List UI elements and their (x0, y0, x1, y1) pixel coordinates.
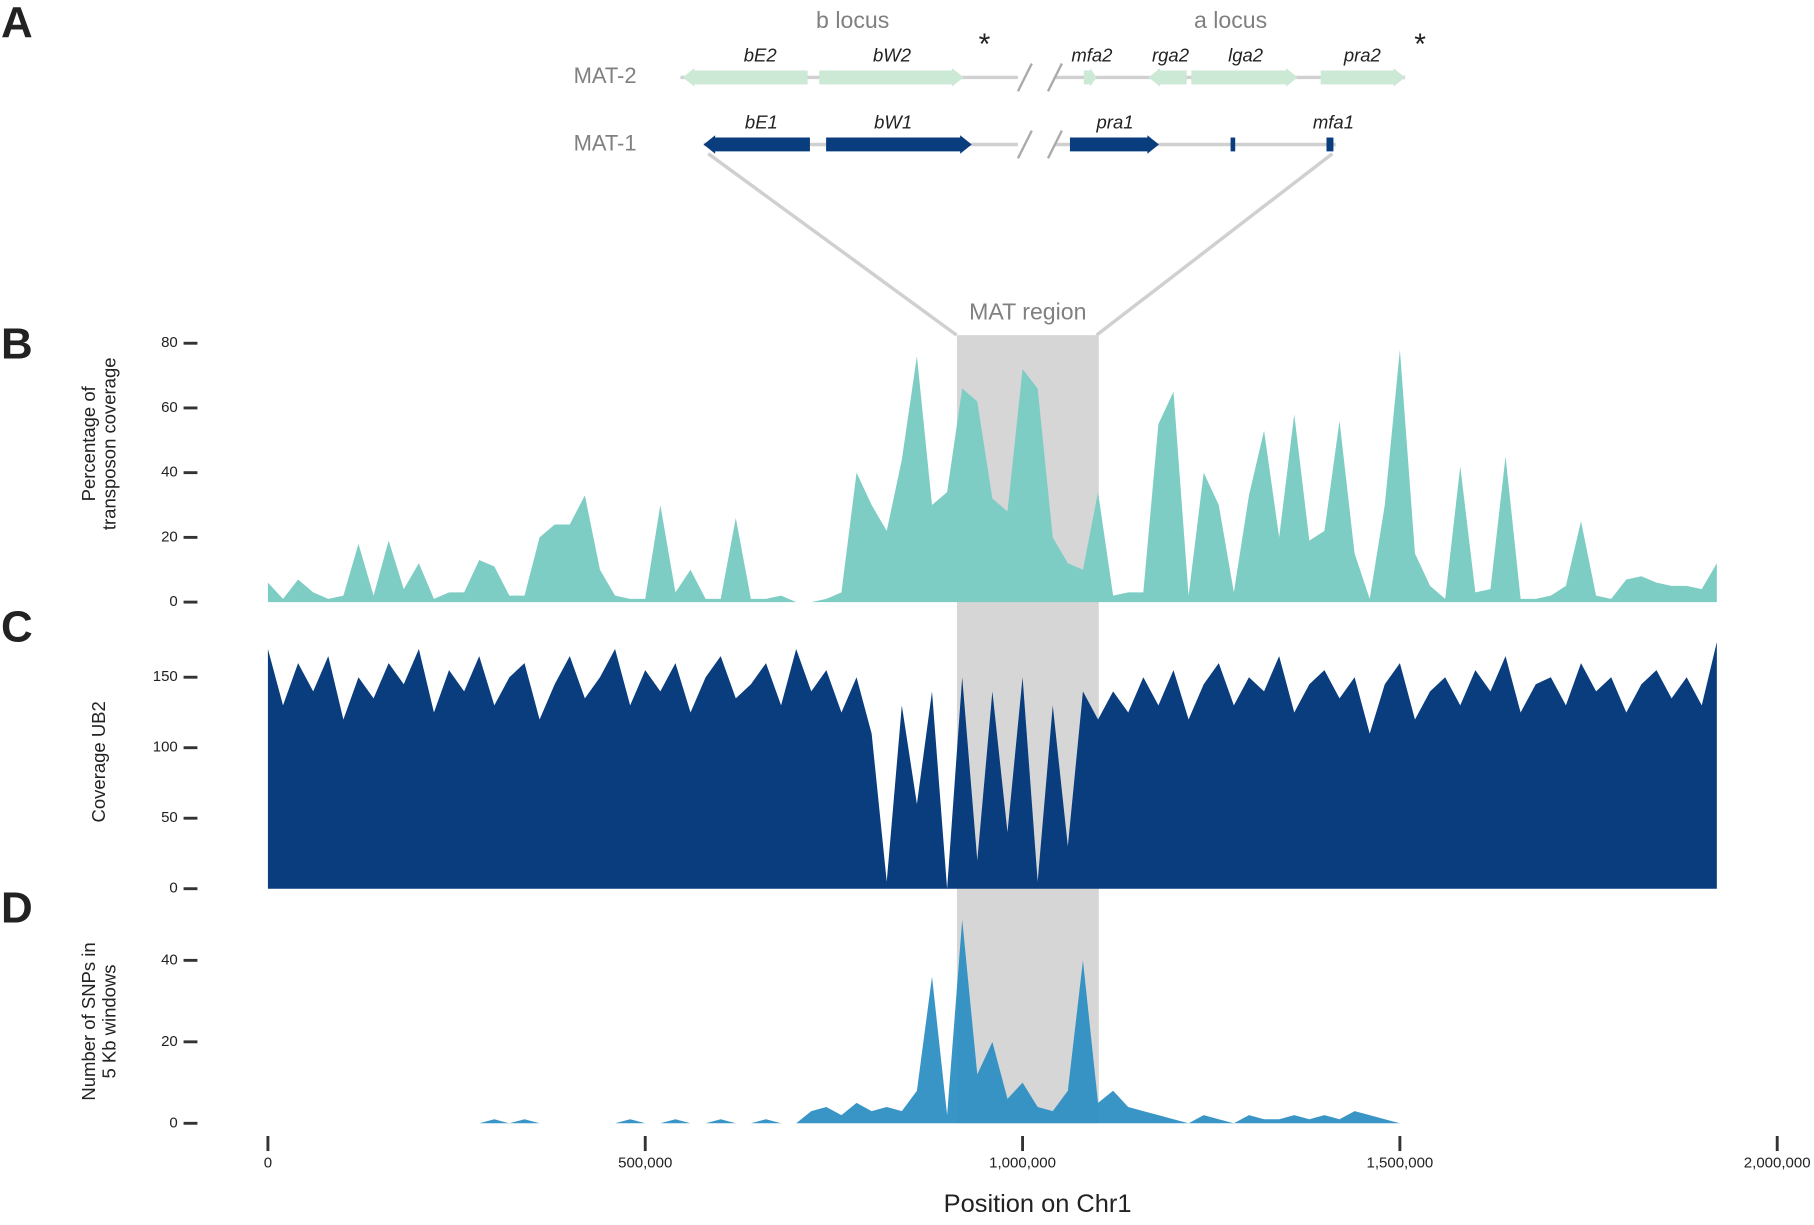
x-tick-label: 500,000 (618, 1155, 672, 1172)
gene-label: pra2 (1343, 45, 1382, 66)
zoom-line (707, 152, 958, 337)
gene-label: bW1 (874, 112, 912, 133)
gene (1083, 68, 1097, 87)
panel-label: A (1, 0, 33, 47)
locus-label: b locus (816, 7, 889, 33)
y-tick-label: 100 (153, 739, 178, 756)
break (1016, 130, 1033, 159)
zoom-line (1095, 152, 1334, 337)
y-tick-label: 0 (169, 593, 177, 610)
x-tick-label: 1,500,000 (1366, 1155, 1433, 1172)
break (1046, 130, 1063, 159)
asterisk: * (979, 28, 991, 61)
gene (1326, 137, 1334, 152)
y-axis-label: transposon coverage (99, 357, 120, 530)
x-tick-label: 2,000,000 (1744, 1155, 1811, 1172)
y-tick-label: 20 (161, 528, 178, 545)
y-tick-label: 0 (169, 1114, 177, 1131)
gene-label: rga2 (1152, 45, 1190, 66)
x-axis-label: Position on Chr1 (944, 1190, 1132, 1218)
y-tick-label: 0 (169, 880, 177, 897)
track-name: MAT-1 (574, 130, 637, 155)
y-tick-label: 40 (161, 464, 178, 481)
panel-label: B (1, 319, 33, 368)
area (267, 641, 1717, 889)
gene-label: mfa1 (1313, 112, 1354, 133)
y-tick-label: 50 (161, 809, 178, 826)
break (1016, 63, 1033, 92)
y-tick-label: 40 (161, 951, 178, 968)
gene (1230, 137, 1236, 152)
gene (682, 68, 808, 87)
gene-label: bE2 (744, 45, 778, 66)
y-tick-label: 20 (161, 1033, 178, 1050)
y-tick-label: 60 (161, 399, 178, 416)
x-tick-label: 1,000,000 (989, 1155, 1056, 1172)
gene-label: pra1 (1096, 112, 1134, 133)
gene-label: mfa2 (1071, 45, 1113, 66)
mat-region-label: MAT region (969, 298, 1086, 324)
break (1046, 63, 1063, 92)
panel-label: C (1, 602, 33, 651)
locus-label: a locus (1194, 7, 1267, 33)
y-axis-label: 5 Kb windows (99, 964, 120, 1078)
gene-label: bE1 (745, 112, 778, 133)
gene (1191, 68, 1298, 87)
area (267, 919, 1717, 1124)
gene (703, 135, 810, 154)
gene (1069, 135, 1159, 154)
x-tick-label: 0 (264, 1155, 272, 1172)
gene (826, 135, 972, 154)
gene (1148, 68, 1187, 87)
y-axis-label: Number of SNPs in (78, 942, 99, 1100)
gene (1320, 68, 1406, 87)
y-axis-label: Coverage UB2 (88, 701, 109, 822)
gene-label: bW2 (873, 45, 912, 66)
y-tick-label: 150 (153, 668, 178, 685)
y-axis-label: Percentage of (78, 385, 99, 501)
gene (819, 68, 964, 87)
track-name: MAT-2 (574, 63, 637, 88)
y-tick-label: 80 (161, 334, 178, 351)
asterisk: * (1414, 28, 1426, 61)
gene-label: lga2 (1228, 45, 1264, 66)
area (267, 349, 1717, 603)
panel-label: D (1, 883, 33, 932)
